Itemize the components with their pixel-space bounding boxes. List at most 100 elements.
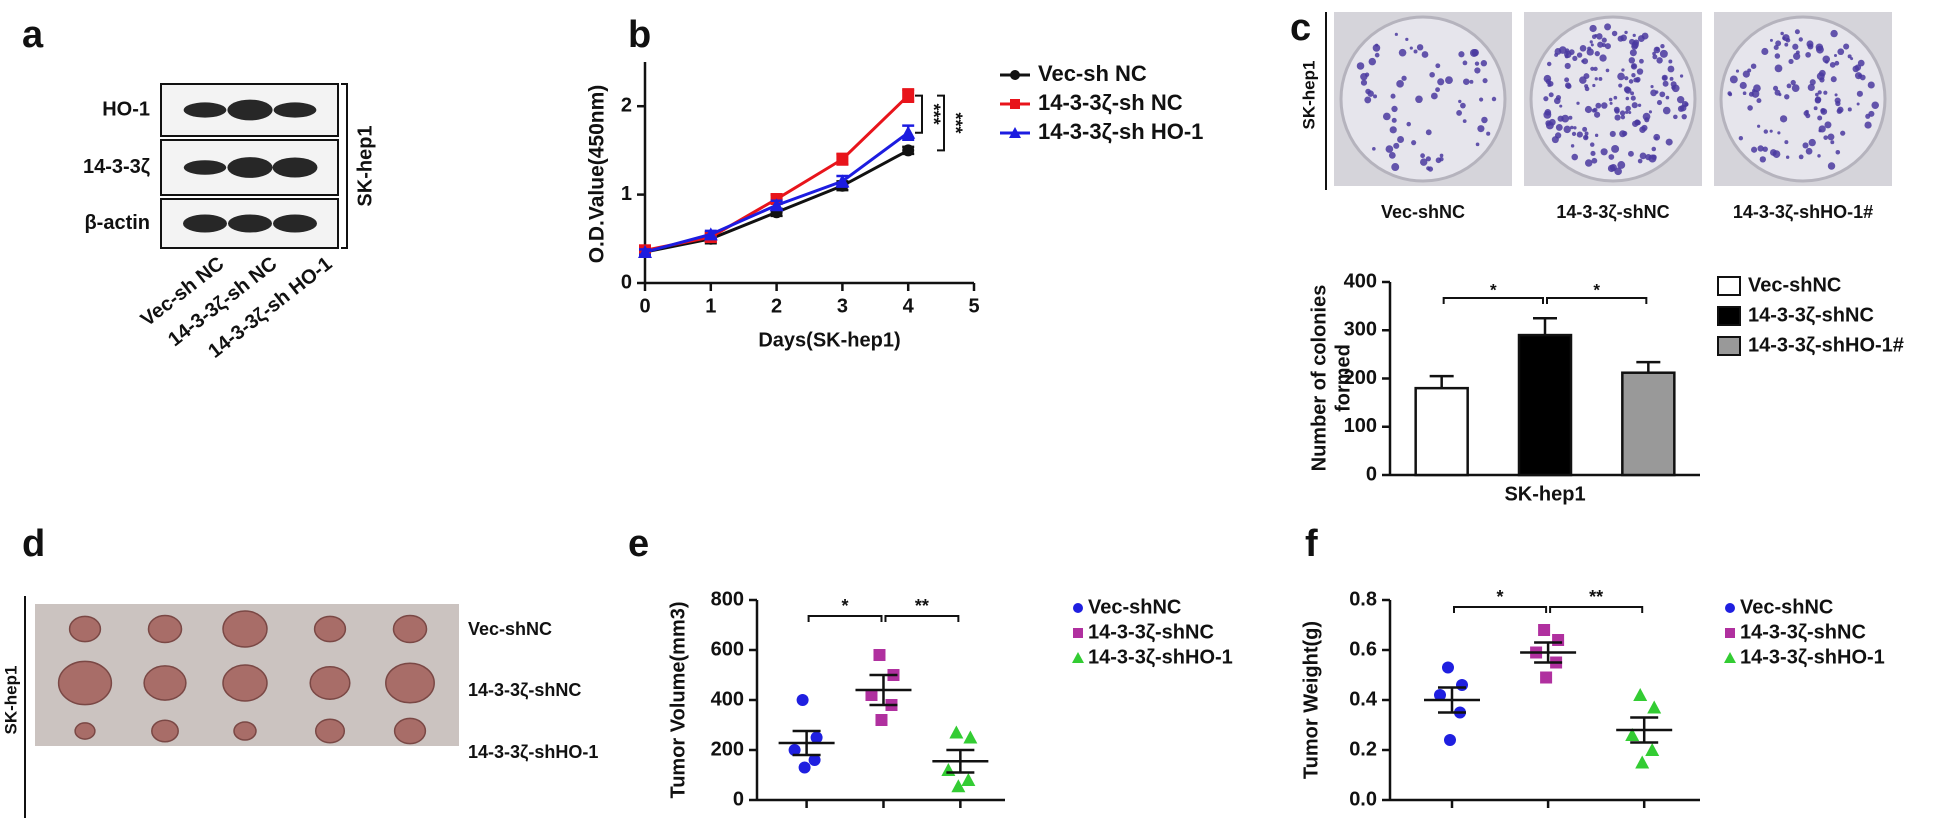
- colony: [1867, 81, 1875, 89]
- colony: [1788, 58, 1794, 65]
- colony: [1671, 84, 1680, 93]
- legend-label: Vec-shNC: [1748, 274, 1841, 296]
- sig-label: *: [842, 596, 849, 616]
- colony: [1598, 77, 1603, 81]
- colony: [1816, 72, 1825, 81]
- colony: [1594, 133, 1599, 138]
- colony: [1614, 114, 1621, 121]
- colony: [1584, 159, 1593, 167]
- colony: [1564, 62, 1571, 70]
- colony: [1665, 138, 1673, 146]
- colony: [1829, 61, 1836, 68]
- colony: [1667, 65, 1675, 73]
- colony: [1625, 96, 1630, 101]
- marker: [1073, 628, 1083, 638]
- colony: [1786, 83, 1792, 89]
- colony: [1413, 49, 1418, 54]
- marker: [1010, 70, 1020, 80]
- colony: [1555, 95, 1562, 101]
- colony: [1650, 85, 1654, 89]
- colony: [1564, 77, 1570, 83]
- colony: [1856, 102, 1860, 106]
- blot-band: [227, 99, 273, 121]
- row-label: 14-3-3ζ-shNC: [468, 680, 581, 701]
- marker: [1456, 679, 1468, 691]
- colony: [1865, 113, 1871, 119]
- error-bar: [1630, 716, 1659, 744]
- colony: [1742, 91, 1747, 96]
- sig-bracket: [1453, 606, 1548, 613]
- colony: [1548, 118, 1556, 126]
- colony: [1594, 77, 1598, 81]
- colony: [1360, 79, 1368, 86]
- colony: [1475, 142, 1480, 147]
- colony: [1390, 93, 1396, 99]
- legend-label: 14-3-3ζ-shHO-1: [1088, 646, 1233, 668]
- colony: [1481, 116, 1488, 124]
- colony: [1486, 131, 1491, 136]
- colony: [1871, 101, 1879, 110]
- colony: [1777, 131, 1781, 135]
- y-tick-label: 400: [711, 688, 744, 710]
- colony: [1364, 96, 1372, 104]
- y-tick-label: 600: [711, 638, 744, 660]
- marker: [1073, 603, 1083, 613]
- colony: [1769, 38, 1773, 42]
- colony: [1474, 61, 1480, 66]
- colony: [1543, 74, 1552, 83]
- colony: [1738, 136, 1744, 141]
- colony: [1761, 47, 1769, 55]
- marker: [875, 714, 888, 726]
- colony: [1439, 156, 1444, 162]
- colony: [1665, 95, 1670, 100]
- colony: [1785, 155, 1790, 159]
- colony: [1752, 89, 1756, 93]
- colony: [1805, 147, 1813, 155]
- colony: [1763, 129, 1768, 134]
- colony: [1735, 69, 1740, 73]
- sig-label: *: [1497, 587, 1504, 607]
- colony: [1617, 35, 1624, 42]
- colony: [1564, 54, 1569, 59]
- tumor: [385, 662, 435, 704]
- marker: [1647, 700, 1662, 714]
- error-bar: [1429, 374, 1454, 389]
- blot-band: [273, 214, 317, 233]
- plate-label: 14-3-3ζ-shNC: [1556, 202, 1669, 223]
- sig-bracket: [915, 94, 923, 134]
- colony: [1656, 100, 1663, 106]
- colony: [1856, 90, 1863, 97]
- colony: [1625, 110, 1629, 114]
- colony: [1572, 55, 1578, 61]
- colony: [1389, 126, 1397, 134]
- marker: [1442, 661, 1454, 674]
- colony: [1847, 54, 1852, 59]
- colony: [1607, 164, 1616, 173]
- colony: [1426, 166, 1431, 171]
- error-bar: [792, 729, 821, 757]
- colony: [1840, 130, 1846, 136]
- colony: [1613, 95, 1618, 100]
- error-bar: [1533, 316, 1557, 336]
- tumor: [313, 615, 347, 643]
- x-tick-label: 0: [639, 295, 650, 317]
- colony: [1570, 144, 1575, 148]
- marker: [810, 731, 823, 744]
- blot-row-label: HO-1: [102, 98, 150, 120]
- colony: [1456, 110, 1463, 116]
- marker: [1725, 628, 1735, 638]
- colony: [1798, 37, 1803, 42]
- marker: [949, 725, 964, 739]
- colony: [1599, 54, 1607, 62]
- colony: [1614, 167, 1622, 176]
- colony: [1559, 104, 1563, 108]
- colony: [1584, 84, 1589, 89]
- marker: [638, 245, 652, 259]
- colony: [1830, 140, 1835, 145]
- colony: [1817, 154, 1821, 158]
- y-axis-title: O.D.Value(450nm): [586, 85, 609, 264]
- colony: [1416, 44, 1424, 51]
- colony: [1631, 102, 1638, 109]
- colony: [1676, 96, 1685, 104]
- colony: [1864, 121, 1872, 129]
